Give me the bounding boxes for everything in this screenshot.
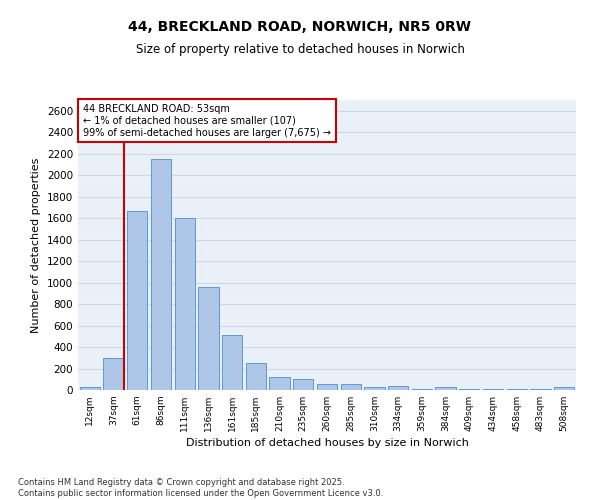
Bar xyxy=(459,389,479,390)
Text: Size of property relative to detached houses in Norwich: Size of property relative to detached ho… xyxy=(136,42,464,56)
Text: Contains HM Land Registry data © Crown copyright and database right 2025.
Contai: Contains HM Land Registry data © Crown c… xyxy=(18,478,383,498)
Bar xyxy=(412,389,432,390)
Bar xyxy=(293,380,313,390)
Bar xyxy=(103,358,124,390)
Bar xyxy=(175,218,195,390)
Text: 44, BRECKLAND ROAD, NORWICH, NR5 0RW: 44, BRECKLAND ROAD, NORWICH, NR5 0RW xyxy=(128,20,472,34)
Bar xyxy=(269,376,290,390)
Y-axis label: Number of detached properties: Number of detached properties xyxy=(31,158,41,332)
Bar xyxy=(80,387,100,390)
Bar xyxy=(222,335,242,390)
Bar xyxy=(388,386,408,390)
Bar xyxy=(151,159,171,390)
Bar xyxy=(341,384,361,390)
Bar xyxy=(127,210,148,390)
Bar xyxy=(364,387,385,390)
X-axis label: Distribution of detached houses by size in Norwich: Distribution of detached houses by size … xyxy=(185,438,469,448)
Bar xyxy=(436,387,455,390)
Text: 44 BRECKLAND ROAD: 53sqm
← 1% of detached houses are smaller (107)
99% of semi-d: 44 BRECKLAND ROAD: 53sqm ← 1% of detache… xyxy=(83,104,331,138)
Bar xyxy=(506,389,527,390)
Bar xyxy=(246,363,266,390)
Bar xyxy=(317,384,337,390)
Bar xyxy=(554,387,574,390)
Bar xyxy=(199,287,218,390)
